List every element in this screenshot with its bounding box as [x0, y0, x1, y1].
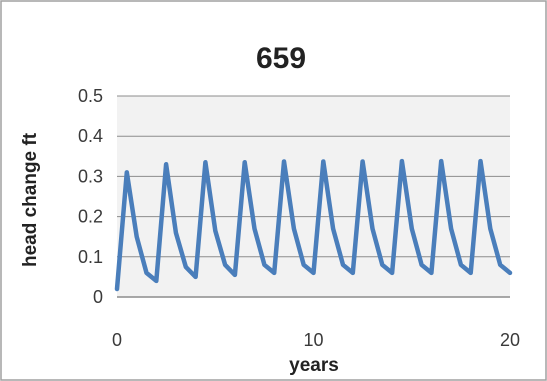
x-tick-label: 0 [112, 330, 122, 350]
y-tick-labels: 0 0.1 0.2 0.3 0.4 0.5 [78, 86, 103, 307]
y-tick-label: 0.3 [78, 166, 103, 186]
x-tick-label: 20 [500, 330, 520, 350]
y-tick-label: 0.4 [78, 126, 103, 146]
y-tick-label: 0.2 [78, 207, 103, 227]
y-tick-label: 0 [93, 287, 103, 307]
series-line [114, 158, 513, 292]
x-axis-title: years [289, 355, 339, 376]
y-axis-title: head change ft [20, 132, 41, 267]
x-tick-labels: 0 10 20 [112, 330, 520, 350]
y-tick-label: 0.5 [78, 86, 103, 106]
chart-title: 659 [256, 42, 306, 75]
y-tick-label: 0.1 [78, 247, 103, 267]
x-tick-label: 10 [303, 330, 323, 350]
